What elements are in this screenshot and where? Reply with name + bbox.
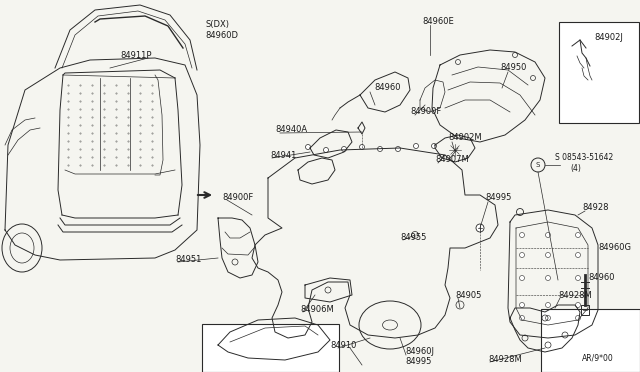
Circle shape (520, 315, 525, 321)
Text: 84900F: 84900F (410, 108, 441, 116)
Circle shape (545, 315, 550, 321)
Circle shape (545, 302, 550, 308)
Text: S: S (536, 162, 540, 168)
Text: 84941: 84941 (270, 151, 296, 160)
Text: (4): (4) (570, 164, 581, 173)
Text: 84960J: 84960J (405, 347, 434, 356)
Text: 84960D: 84960D (205, 32, 238, 41)
Text: 84905: 84905 (455, 291, 481, 299)
Bar (202, 324, 339, 372)
Text: 84902M: 84902M (448, 134, 482, 142)
Circle shape (520, 253, 525, 257)
Circle shape (575, 315, 580, 321)
Text: AR/9*00: AR/9*00 (582, 353, 614, 362)
Text: 84950: 84950 (500, 64, 526, 73)
Bar (541, 309, 640, 372)
Text: 84902J: 84902J (594, 33, 623, 42)
Circle shape (342, 148, 346, 153)
Text: 84995: 84995 (405, 357, 431, 366)
Circle shape (378, 147, 383, 151)
Circle shape (323, 145, 328, 151)
Text: 84960: 84960 (374, 83, 401, 93)
Text: 84940A: 84940A (275, 125, 307, 135)
Text: 84928M: 84928M (558, 291, 592, 299)
Text: 84906M: 84906M (300, 305, 333, 314)
Circle shape (575, 302, 580, 308)
Circle shape (545, 232, 550, 237)
Circle shape (575, 232, 580, 237)
Text: 84911P: 84911P (120, 51, 152, 60)
Text: 84960: 84960 (588, 273, 614, 282)
Circle shape (520, 276, 525, 280)
Circle shape (413, 148, 419, 153)
Circle shape (360, 144, 365, 150)
Text: 84955: 84955 (400, 234, 426, 243)
Text: 84900F: 84900F (222, 193, 253, 202)
Text: 84910: 84910 (330, 340, 356, 350)
Text: 84995: 84995 (485, 193, 511, 202)
Circle shape (575, 276, 580, 280)
Text: 84951: 84951 (175, 256, 202, 264)
Circle shape (545, 253, 550, 257)
Circle shape (431, 148, 436, 153)
Text: S(DX): S(DX) (205, 20, 229, 29)
Circle shape (305, 145, 310, 151)
Text: 84928: 84928 (582, 203, 609, 212)
Circle shape (476, 224, 484, 232)
Text: 84928M: 84928M (488, 356, 522, 365)
Bar (559, 22, 639, 123)
Text: 84960E: 84960E (422, 17, 454, 26)
Circle shape (545, 276, 550, 280)
Circle shape (396, 144, 401, 150)
Text: S 08543-51642: S 08543-51642 (555, 154, 613, 163)
Circle shape (520, 302, 525, 308)
Text: 84960G: 84960G (598, 244, 631, 253)
Bar (581, 305, 589, 315)
Circle shape (520, 232, 525, 237)
Circle shape (575, 253, 580, 257)
Text: 84907M: 84907M (435, 155, 468, 164)
